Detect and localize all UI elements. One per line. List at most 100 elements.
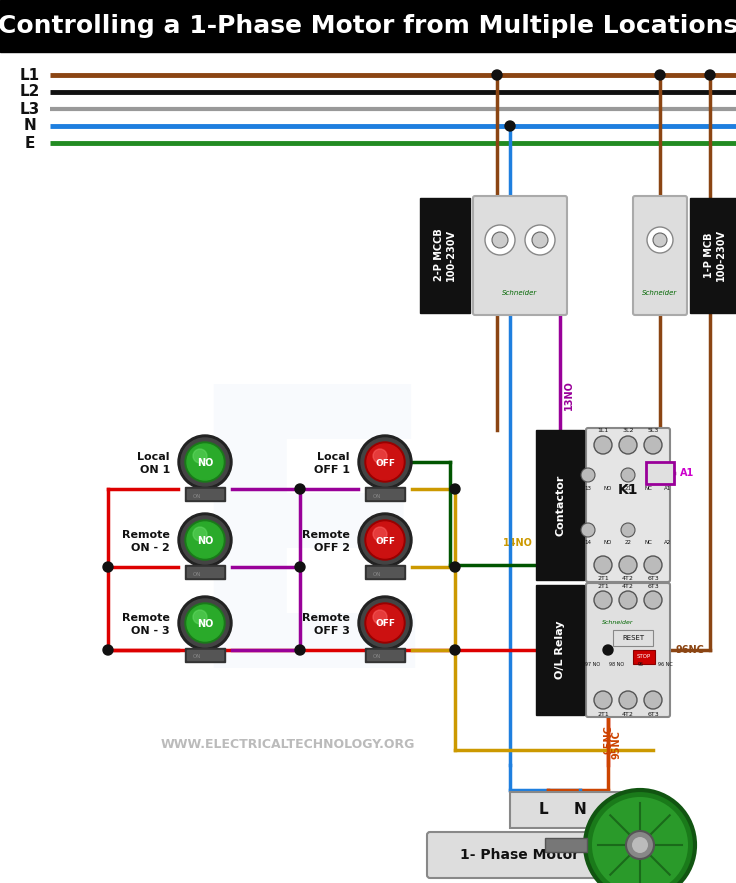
Circle shape xyxy=(581,468,595,482)
Circle shape xyxy=(647,227,673,253)
Text: OFF 2: OFF 2 xyxy=(314,543,350,553)
Circle shape xyxy=(358,513,412,567)
Text: RESET: RESET xyxy=(622,635,644,641)
Text: NO: NO xyxy=(197,619,213,629)
Circle shape xyxy=(603,645,613,655)
Circle shape xyxy=(594,436,612,454)
Text: Schneider: Schneider xyxy=(602,621,634,625)
Text: OFF 3: OFF 3 xyxy=(314,626,350,636)
Text: NO: NO xyxy=(604,486,612,490)
Text: 5L3: 5L3 xyxy=(648,428,659,434)
Circle shape xyxy=(358,596,412,650)
Bar xyxy=(510,792,620,828)
Text: 98 NO: 98 NO xyxy=(609,662,625,668)
Circle shape xyxy=(619,691,637,709)
Bar xyxy=(187,650,223,660)
Circle shape xyxy=(358,435,412,489)
Bar xyxy=(185,648,225,662)
Text: ON - 3: ON - 3 xyxy=(131,626,170,636)
Circle shape xyxy=(365,603,405,643)
Circle shape xyxy=(505,121,515,131)
Circle shape xyxy=(485,225,515,255)
Bar xyxy=(367,489,403,499)
Circle shape xyxy=(361,599,409,647)
Text: NO: NO xyxy=(604,540,612,546)
Circle shape xyxy=(178,596,232,650)
Text: 2T1: 2T1 xyxy=(597,712,609,716)
Bar xyxy=(185,487,225,501)
Text: 97 NO: 97 NO xyxy=(585,662,601,668)
Text: L2: L2 xyxy=(20,85,40,100)
FancyBboxPatch shape xyxy=(427,832,613,878)
Text: NO: NO xyxy=(197,458,213,468)
Text: Remote: Remote xyxy=(122,530,170,540)
Circle shape xyxy=(621,468,635,482)
Text: L: L xyxy=(538,803,548,818)
Circle shape xyxy=(626,831,654,859)
Circle shape xyxy=(450,562,460,572)
Bar xyxy=(536,430,584,580)
Circle shape xyxy=(295,645,305,655)
Text: 22: 22 xyxy=(625,540,631,546)
Circle shape xyxy=(187,444,223,480)
Bar xyxy=(545,838,587,852)
Text: 2T1: 2T1 xyxy=(597,577,609,582)
Text: N: N xyxy=(573,803,587,818)
Text: 95NC: 95NC xyxy=(612,730,622,759)
Bar xyxy=(536,585,584,715)
Text: OFF 1: OFF 1 xyxy=(314,465,350,475)
Text: Schneider: Schneider xyxy=(643,290,678,296)
Text: 4T2: 4T2 xyxy=(622,712,634,716)
Text: 96 NC: 96 NC xyxy=(658,662,673,668)
Text: L1: L1 xyxy=(20,67,40,82)
Circle shape xyxy=(178,513,232,567)
Circle shape xyxy=(185,442,225,482)
Circle shape xyxy=(594,691,612,709)
Text: 95NC: 95NC xyxy=(603,726,613,754)
Text: Schneider: Schneider xyxy=(503,290,537,296)
Text: ON: ON xyxy=(193,654,201,660)
Circle shape xyxy=(181,516,229,564)
Circle shape xyxy=(367,522,403,558)
Text: Remote: Remote xyxy=(302,530,350,540)
Text: 13: 13 xyxy=(584,486,592,490)
Circle shape xyxy=(295,562,305,572)
Circle shape xyxy=(367,605,403,641)
Bar xyxy=(187,567,223,577)
Bar xyxy=(0,0,736,52)
Text: A1: A1 xyxy=(680,468,694,478)
Circle shape xyxy=(621,523,635,537)
Circle shape xyxy=(581,523,595,537)
Circle shape xyxy=(193,449,207,463)
Bar xyxy=(690,198,736,313)
Circle shape xyxy=(594,591,612,609)
Bar xyxy=(633,650,655,664)
Text: ON: ON xyxy=(193,494,201,499)
Circle shape xyxy=(373,527,387,541)
Text: WWW.ELECTRICALTECHNOLOGY.ORG: WWW.ELECTRICALTECHNOLOGY.ORG xyxy=(160,738,415,751)
Text: 14NO: 14NO xyxy=(503,538,533,548)
Text: Controlling a 1-Phase Motor from Multiple Locations: Controlling a 1-Phase Motor from Multipl… xyxy=(0,14,736,38)
Text: O/L Relay: O/L Relay xyxy=(555,621,565,679)
FancyBboxPatch shape xyxy=(633,196,687,315)
Text: Local: Local xyxy=(317,452,350,462)
Circle shape xyxy=(644,591,662,609)
Circle shape xyxy=(644,691,662,709)
Circle shape xyxy=(295,484,305,494)
Text: 6T3: 6T3 xyxy=(647,712,659,716)
Circle shape xyxy=(365,520,405,560)
Text: OFF: OFF xyxy=(375,537,395,546)
Circle shape xyxy=(373,449,387,463)
Circle shape xyxy=(103,562,113,572)
Circle shape xyxy=(365,442,405,482)
Text: 3L2: 3L2 xyxy=(622,428,634,434)
Text: A2: A2 xyxy=(665,540,672,546)
Circle shape xyxy=(655,70,665,80)
Text: NC: NC xyxy=(644,486,652,490)
Text: 1- Phase Motor: 1- Phase Motor xyxy=(461,848,579,862)
Circle shape xyxy=(373,610,387,624)
Text: ON: ON xyxy=(193,571,201,577)
Text: Contactor: Contactor xyxy=(555,474,565,536)
Text: 4T2: 4T2 xyxy=(622,584,634,588)
Text: OFF: OFF xyxy=(375,458,395,467)
